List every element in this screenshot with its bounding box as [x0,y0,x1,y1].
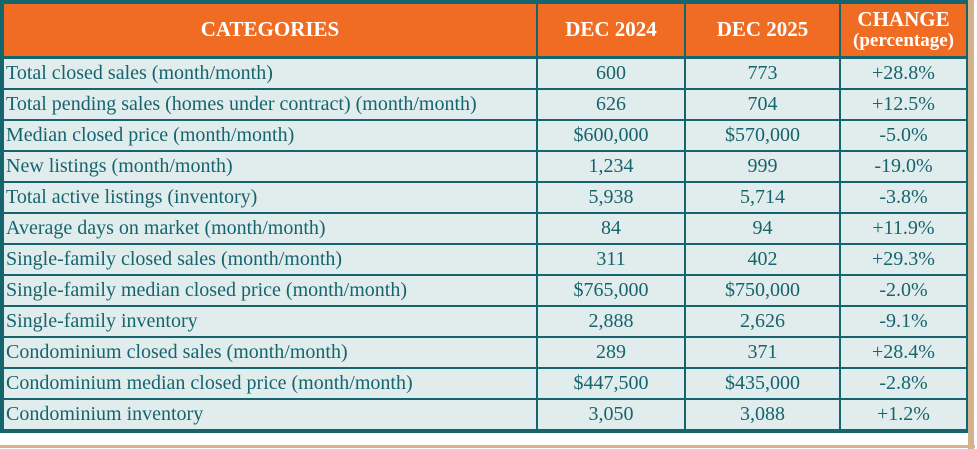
category-cell: Average days on market (month/month) [1,212,538,245]
change-cell: +11.9% [839,212,969,245]
column-header-dec-2025: DEC 2025 [684,1,841,59]
category-cell: Condominium closed sales (month/month) [1,336,538,369]
table-row: Average days on market (month/month) 84 … [1,212,969,245]
dec-2024-cell: 5,938 [536,181,686,214]
table-row: Condominium median closed price (month/m… [1,367,969,400]
change-cell: +29.3% [839,243,969,276]
category-cell: Condominium median closed price (month/m… [1,367,538,400]
table-row: Total active listings (inventory) 5,938 … [1,181,969,214]
change-cell: -9.1% [839,305,969,338]
dec-2025-cell: $750,000 [684,274,841,307]
page-edge-bottom [0,445,975,448]
dec-2025-cell: 94 [684,212,841,245]
column-header-dec-2024: DEC 2024 [536,1,686,59]
category-cell: Single-family median closed price (month… [1,274,538,307]
table-row: Single-family inventory 2,888 2,626 -9.1… [1,305,969,338]
category-cell: Total active listings (inventory) [1,181,538,214]
column-header-change-title: CHANGE [857,7,950,31]
change-cell: -19.0% [839,150,969,183]
change-cell: -3.8% [839,181,969,214]
category-cell: Median closed price (month/month) [1,119,538,152]
category-cell: New listings (month/month) [1,150,538,183]
dec-2025-cell: $570,000 [684,119,841,152]
dec-2024-cell: $447,500 [536,367,686,400]
dec-2024-cell: 84 [536,212,686,245]
column-header-change-subtitle: (percentage) [853,30,954,52]
category-cell: Condominium inventory [1,398,538,432]
dec-2024-cell: 2,888 [536,305,686,338]
market-stats-table: CATEGORIES DEC 2024 DEC 2025 CHANGE (per… [0,0,970,433]
change-cell: +28.8% [839,56,969,90]
table-row: Condominium closed sales (month/month) 2… [1,336,969,369]
dec-2024-cell: $600,000 [536,119,686,152]
dec-2024-cell: 600 [536,56,686,90]
dec-2025-cell: $435,000 [684,367,841,400]
table-row: Median closed price (month/month) $600,0… [1,119,969,152]
change-cell: +1.2% [839,398,969,432]
table-row: Single-family median closed price (month… [1,274,969,307]
dec-2024-cell: 3,050 [536,398,686,432]
change-cell: -2.0% [839,274,969,307]
category-cell: Single-family closed sales (month/month) [1,243,538,276]
change-cell: -5.0% [839,119,969,152]
change-cell: -2.8% [839,367,969,400]
table-row: Single-family closed sales (month/month)… [1,243,969,276]
dec-2025-cell: 773 [684,56,841,90]
dec-2024-cell: 626 [536,88,686,121]
dec-2024-cell: $765,000 [536,274,686,307]
table-header-row: CATEGORIES DEC 2024 DEC 2025 CHANGE (per… [1,1,969,59]
dec-2025-cell: 2,626 [684,305,841,338]
dec-2025-cell: 5,714 [684,181,841,214]
dec-2025-cell: 999 [684,150,841,183]
dec-2025-cell: 704 [684,88,841,121]
category-cell: Total closed sales (month/month) [1,56,538,90]
column-header-change: CHANGE (percentage) [839,1,969,59]
table-row: Condominium inventory 3,050 3,088 +1.2% [1,398,969,432]
table-row: Total pending sales (homes under contrac… [1,88,969,121]
change-cell: +28.4% [839,336,969,369]
dec-2025-cell: 3,088 [684,398,841,432]
dec-2024-cell: 1,234 [536,150,686,183]
dec-2025-cell: 371 [684,336,841,369]
table-row: New listings (month/month) 1,234 999 -19… [1,150,969,183]
category-cell: Total pending sales (homes under contrac… [1,88,538,121]
table-row: Total closed sales (month/month) 600 773… [1,56,969,90]
dec-2025-cell: 402 [684,243,841,276]
change-cell: +12.5% [839,88,969,121]
page-edge-right [968,0,974,449]
category-cell: Single-family inventory [1,305,538,338]
column-header-categories: CATEGORIES [1,1,538,59]
dec-2024-cell: 311 [536,243,686,276]
dec-2024-cell: 289 [536,336,686,369]
